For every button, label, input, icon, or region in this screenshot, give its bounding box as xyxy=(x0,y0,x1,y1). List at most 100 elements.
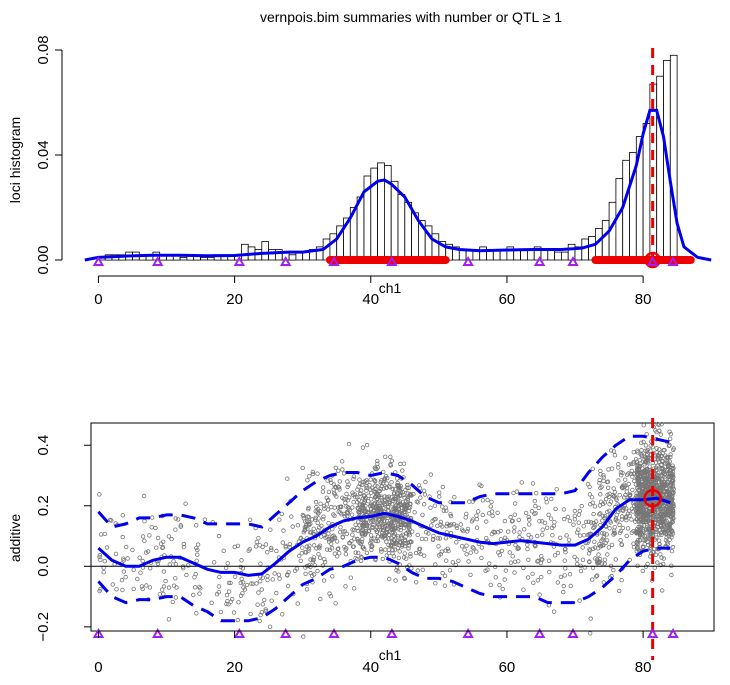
scatter-point xyxy=(641,475,646,480)
scatter-point xyxy=(488,582,493,588)
scatter-point xyxy=(589,495,595,500)
scatter-point xyxy=(588,520,594,525)
scatter-point xyxy=(464,543,469,548)
scatter-point xyxy=(316,516,321,521)
scatter-point xyxy=(639,440,644,445)
scatter-point xyxy=(636,509,642,515)
scatter-point xyxy=(640,533,646,538)
scatter-point xyxy=(625,511,631,516)
scatter-point xyxy=(536,505,541,511)
scatter-point xyxy=(512,501,518,506)
scatter-point xyxy=(384,495,390,500)
scatter-point xyxy=(448,513,454,519)
scatter-point xyxy=(366,529,371,534)
scatter-point xyxy=(351,500,356,505)
scatter-point xyxy=(380,556,385,562)
scatter-point xyxy=(173,527,178,532)
scatter-point xyxy=(343,552,349,557)
scatter-point xyxy=(396,517,401,523)
scatter-point xyxy=(247,517,253,522)
scatter-point xyxy=(428,505,433,510)
scatter-point xyxy=(316,552,321,557)
scatter-point xyxy=(474,549,479,554)
scatter-point xyxy=(572,508,578,514)
scatter-point xyxy=(625,526,631,531)
scatter-point xyxy=(399,544,405,549)
scatter-point xyxy=(437,536,442,541)
scatter-point xyxy=(544,500,549,505)
scatter-point xyxy=(345,505,351,510)
scatter-point xyxy=(336,505,341,510)
scatter-point xyxy=(465,529,470,534)
scatter-point xyxy=(305,518,310,524)
scatter-point xyxy=(290,524,295,529)
scatter-point xyxy=(513,542,518,548)
genetic-marker xyxy=(667,627,679,638)
scatter-point xyxy=(668,431,674,437)
scatter-point xyxy=(364,488,369,493)
scatter-point xyxy=(601,478,606,483)
histogram-bar xyxy=(581,238,589,261)
scatter-point xyxy=(636,479,642,484)
scatter-point xyxy=(521,587,526,592)
scatter-point xyxy=(364,521,369,526)
scatter-point xyxy=(346,441,352,447)
scatter-point xyxy=(607,526,612,531)
scatter-point xyxy=(530,571,535,576)
scatter-point xyxy=(404,531,409,536)
scatter-point xyxy=(648,545,653,550)
scatter-point xyxy=(565,514,571,520)
histogram-bar xyxy=(567,243,576,261)
scatter-point xyxy=(650,514,655,519)
scatter-point xyxy=(622,482,627,487)
scatter-point xyxy=(344,491,349,497)
bottom-y-tick-label: 0.0 xyxy=(35,556,52,577)
scatter-point xyxy=(340,467,345,472)
scatter-point xyxy=(366,499,371,504)
scatter-point xyxy=(583,519,589,525)
scatter-point xyxy=(380,481,386,486)
scatter-point xyxy=(338,505,344,510)
scatter-point xyxy=(336,468,341,473)
histogram-bar xyxy=(179,256,188,261)
genetic-marker xyxy=(279,255,292,266)
scatter-point xyxy=(435,523,440,528)
scatter-point xyxy=(364,550,370,556)
scatter-point xyxy=(639,507,644,512)
scatter-point xyxy=(321,517,326,522)
top-y-axis-label: loci histogram xyxy=(7,117,23,203)
scatter-point xyxy=(373,527,379,532)
scatter-point xyxy=(540,557,545,562)
scatter-point xyxy=(331,512,336,517)
scatter-point xyxy=(350,544,356,549)
scatter-point xyxy=(642,460,648,465)
scatter-point xyxy=(305,514,310,519)
scatter-point xyxy=(670,475,676,480)
scatter-point xyxy=(636,519,641,525)
scatter-point xyxy=(641,523,647,528)
scatter-point xyxy=(466,559,471,564)
scatter-point xyxy=(622,495,627,500)
scatter-point xyxy=(460,544,465,549)
scatter-point xyxy=(447,568,453,573)
scatter-point xyxy=(561,507,567,512)
scatter-point xyxy=(364,480,370,485)
scatter-point xyxy=(378,501,383,506)
scatter-point xyxy=(426,531,431,536)
scatter-point xyxy=(619,473,624,478)
scatter-point xyxy=(663,531,668,536)
histogram-bar xyxy=(390,180,399,261)
scatter-point xyxy=(318,596,323,602)
bottom-x-tick-label: 80 xyxy=(635,659,652,676)
scatter-point xyxy=(308,570,313,576)
scatter-point xyxy=(268,527,273,532)
scatter-point xyxy=(171,583,177,588)
scatter-point xyxy=(655,421,660,427)
scatter-point xyxy=(340,535,345,540)
scatter-point xyxy=(657,519,662,524)
bottom-x-tick-label: 0 xyxy=(94,659,102,676)
scatter-point xyxy=(525,575,531,580)
scatter-point xyxy=(386,536,392,541)
scatter-point xyxy=(495,510,500,515)
scatter-point xyxy=(119,577,125,583)
